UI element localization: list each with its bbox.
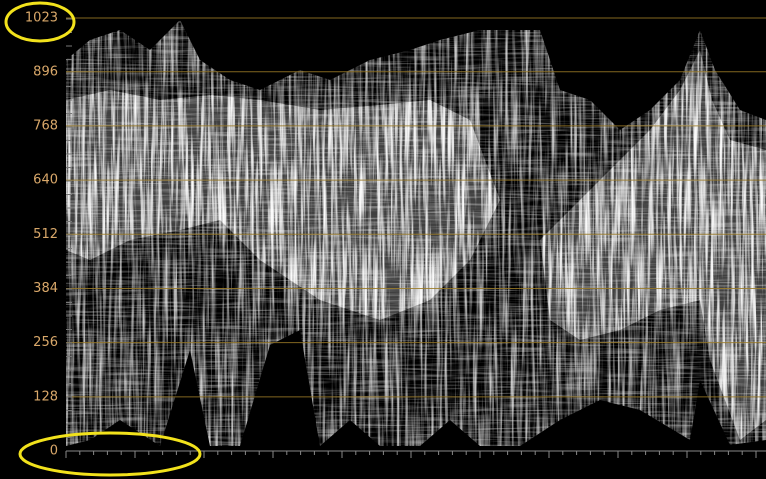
y-tick-label: 512 — [33, 227, 58, 242]
y-tick-label: 896 — [33, 64, 58, 79]
y-tick-label: 1023 — [25, 11, 58, 26]
y-tick-label: 768 — [33, 118, 58, 133]
y-tick-label: 256 — [33, 335, 58, 350]
y-tick-label: 0 — [50, 444, 58, 459]
y-tick-label: 128 — [33, 389, 58, 404]
y-tick-label: 640 — [33, 173, 58, 188]
y-tick-label: 384 — [33, 281, 58, 296]
waveform-scope: 0 128 256 384 512 640 768 896 1023 — [0, 0, 766, 479]
page: {"scope": {"yticks": [0, 128, 256, 384, … — [0, 0, 766, 479]
